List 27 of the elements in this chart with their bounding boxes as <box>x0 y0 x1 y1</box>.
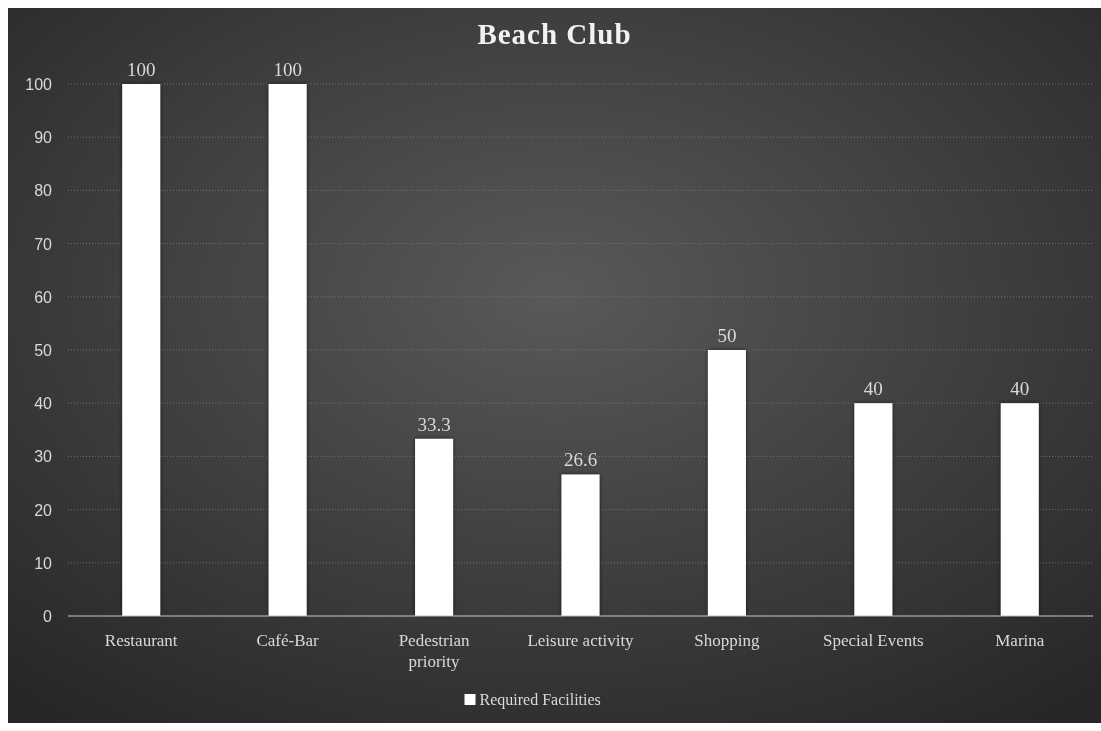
y-tick-label: 20 <box>34 501 53 519</box>
x-tick-label: Shopping <box>694 631 761 650</box>
data-label: 50 <box>717 325 737 346</box>
x-tick-label: Marina <box>995 631 1045 650</box>
y-tick-label: 50 <box>34 342 53 359</box>
x-tick-label: Leisure activity <box>527 631 635 650</box>
y-tick-label: 10 <box>34 554 53 572</box>
y-tick-label: 60 <box>34 288 53 306</box>
x-tick-label: Restaurant <box>104 631 178 650</box>
y-tick-label: 90 <box>34 129 53 147</box>
y-tick-label: 30 <box>34 448 53 466</box>
data-label: 100 <box>273 59 302 80</box>
x-tick-label: Pedestrian priority <box>398 631 470 671</box>
y-tick-label: 0 <box>43 608 53 625</box>
y-tick-label: 40 <box>34 395 53 413</box>
y-tick-label: 80 <box>34 182 53 200</box>
x-tick-label: Special Events <box>823 631 924 650</box>
y-tick-label: 70 <box>34 235 53 253</box>
x-tick-label: Café-Bar <box>256 631 320 650</box>
data-label: 40 <box>1010 378 1030 400</box>
data-label: 40 <box>863 378 883 400</box>
chart-title: Beach Club <box>477 18 632 50</box>
data-label: 26.6 <box>563 449 598 471</box>
data-label: 100 <box>126 59 156 80</box>
y-tick-label: 100 <box>25 76 53 93</box>
legend-label: Required Facilities <box>479 691 601 709</box>
data-label: 33.3 <box>417 413 451 435</box>
